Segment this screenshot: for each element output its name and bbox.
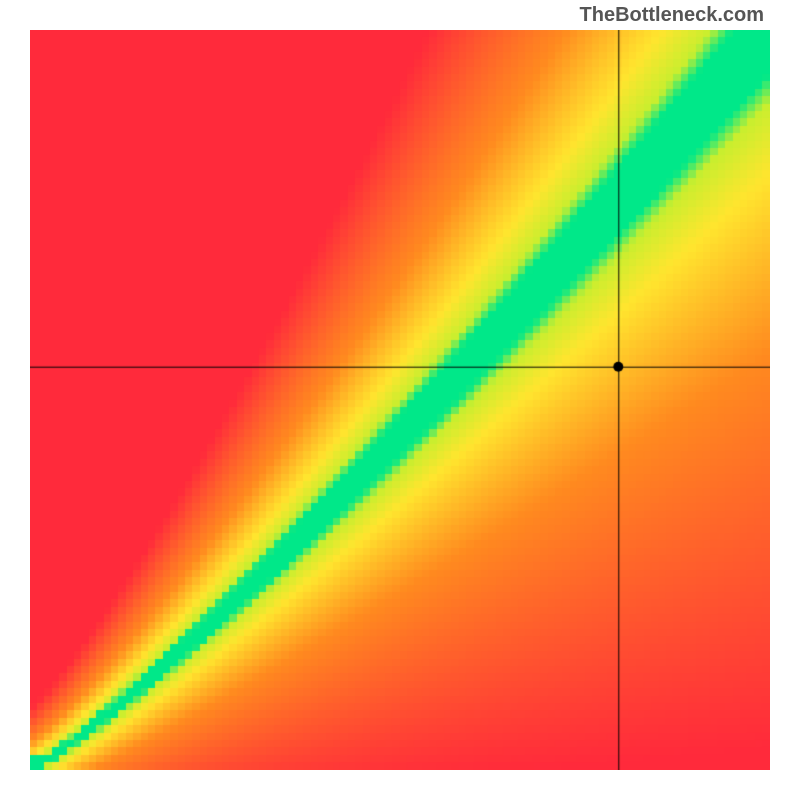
heatmap-canvas: [30, 30, 770, 770]
bottleneck-heatmap: [30, 30, 770, 770]
chart-container: TheBottleneck.com: [0, 0, 800, 800]
attribution-text: TheBottleneck.com: [580, 4, 764, 27]
